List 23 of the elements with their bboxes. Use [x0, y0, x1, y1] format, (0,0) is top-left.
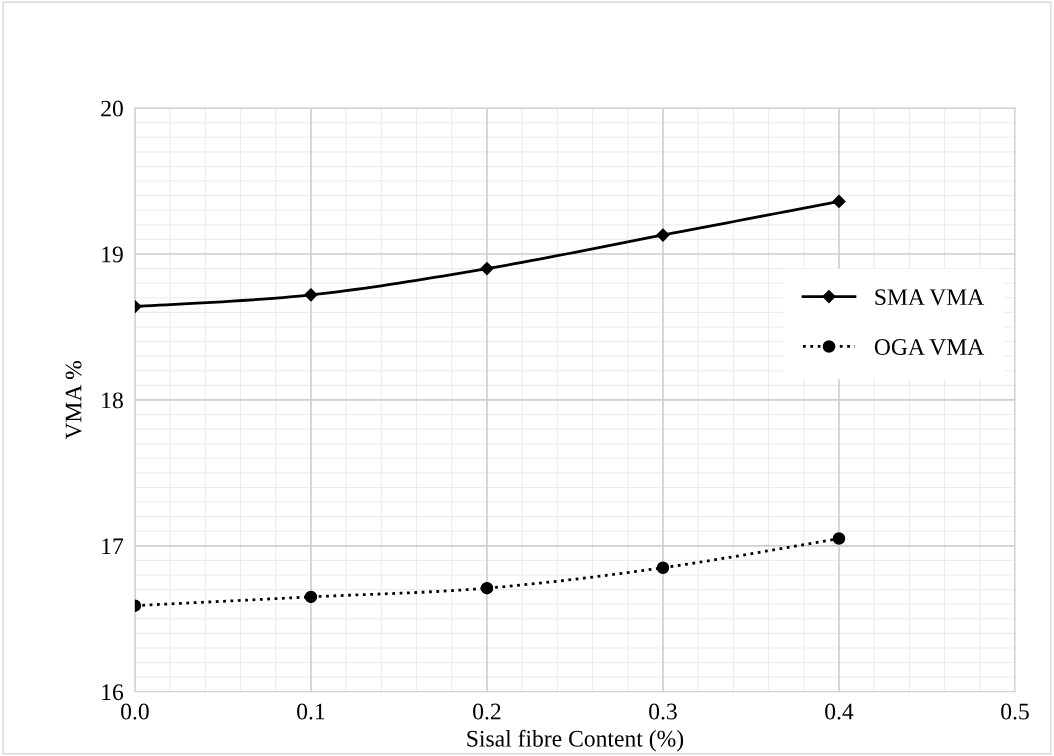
point — [304, 590, 318, 604]
point — [832, 194, 846, 209]
y-tick-label: 19 — [102, 246, 123, 263]
y-tick-label: 16 — [102, 684, 124, 701]
legend-label: OGA VMA — [874, 339, 985, 356]
x-tick-label: 0.0 — [121, 703, 149, 720]
y-tick-label: 20 — [101, 100, 123, 117]
point — [832, 532, 846, 545]
legend-label: SMA VMA — [875, 289, 985, 306]
x-axis-title: Sisal fibre Content (%) — [467, 729, 684, 752]
y-tick-label: 18 — [102, 392, 123, 409]
x-tick-label: 0.3 — [649, 703, 677, 720]
point — [656, 561, 670, 574]
x-tick-label: 0.1 — [297, 703, 325, 720]
point — [656, 228, 670, 242]
y-axis-title: VMA % — [65, 361, 82, 440]
point — [480, 581, 494, 595]
point — [304, 288, 318, 302]
y-tick-label: 17 — [102, 538, 124, 555]
x-tick-label: 0.2 — [473, 703, 501, 720]
x-tick-label: 0.4 — [825, 703, 854, 720]
point — [480, 262, 494, 276]
x-tick-label: 0.5 — [1001, 703, 1029, 720]
